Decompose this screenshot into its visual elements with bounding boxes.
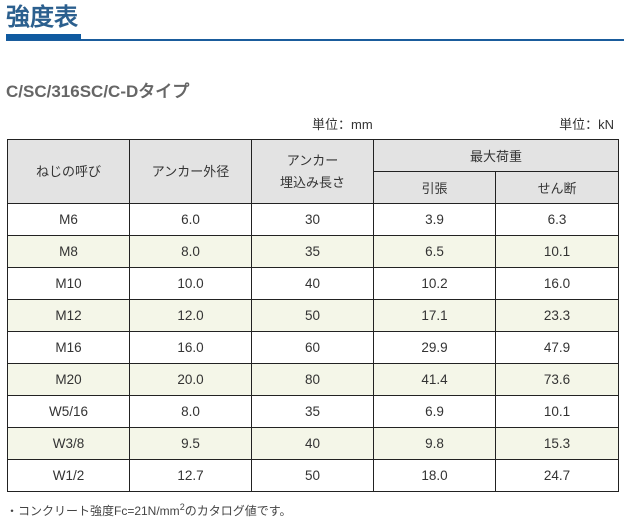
cell-screw: W5/16 <box>7 395 130 428</box>
unit-label-kn: 単位：kN <box>559 117 614 132</box>
table-row: M8 8.0 35 6.5 10.1 <box>7 235 620 268</box>
cell-shear: 10.1 <box>494 395 620 428</box>
footnote: ・コンクリート強度Fc=21N/mm2のカタログ値です。 <box>6 498 292 520</box>
cell-tension: 17.1 <box>373 299 496 332</box>
cell-embed: 50 <box>251 299 374 332</box>
cell-tension: 6.9 <box>373 395 496 428</box>
header-shear: せん断 <box>494 171 620 204</box>
cell-shear: 6.3 <box>494 203 620 236</box>
cell-shear: 24.7 <box>494 459 620 492</box>
cell-embed: 80 <box>251 363 374 396</box>
cell-screw: M16 <box>7 331 130 364</box>
cell-embed: 35 <box>251 395 374 428</box>
cell-screw: W3/8 <box>7 427 130 460</box>
header-tension: 引張 <box>373 171 496 204</box>
cell-diameter: 9.5 <box>129 427 252 460</box>
cell-tension: 18.0 <box>373 459 496 492</box>
cell-tension: 29.9 <box>373 331 496 364</box>
table-row: M20 20.0 80 41.4 73.6 <box>7 363 620 396</box>
cell-tension: 10.2 <box>373 267 496 300</box>
cell-screw: M8 <box>7 235 130 268</box>
cell-shear: 10.1 <box>494 235 620 268</box>
cell-screw: W1/2 <box>7 459 130 492</box>
title-underline <box>6 39 624 41</box>
title-underline-accent <box>6 34 81 40</box>
cell-embed: 35 <box>251 235 374 268</box>
header-screw: ねじの呼び <box>7 139 130 204</box>
header-anchor-diameter: アンカー外径 <box>129 139 252 204</box>
cell-shear: 23.3 <box>494 299 620 332</box>
table-row: M16 16.0 60 29.9 47.9 <box>7 331 620 364</box>
cell-tension: 6.5 <box>373 235 496 268</box>
header-embed-line2: 埋込み長さ <box>279 174 345 190</box>
cell-tension: 41.4 <box>373 363 496 396</box>
cell-embed: 50 <box>251 459 374 492</box>
footnote-suffix: のカタログ値です。 <box>184 504 292 518</box>
footnote-superscript: 2 <box>179 502 185 512</box>
table-row: M12 12.0 50 17.1 23.3 <box>7 299 620 332</box>
header-embed-depth: アンカー 埋込み長さ <box>251 139 374 204</box>
cell-diameter: 6.0 <box>129 203 252 236</box>
header-max-load: 最大荷重 <box>372 139 620 172</box>
cell-diameter: 8.0 <box>129 235 252 268</box>
table-row: W3/8 9.5 40 9.8 15.3 <box>7 427 620 460</box>
cell-embed: 60 <box>251 331 374 364</box>
cell-tension: 3.9 <box>373 203 496 236</box>
unit-label-mm: 単位：mm <box>312 117 373 132</box>
cell-shear: 16.0 <box>494 267 620 300</box>
cell-embed: 30 <box>251 203 374 236</box>
cell-shear: 73.6 <box>494 363 620 396</box>
cell-screw: M20 <box>7 363 130 396</box>
cell-diameter: 16.0 <box>129 331 252 364</box>
section-title: C/SC/316SC/C-Dタイプ <box>6 82 190 101</box>
cell-screw: M12 <box>7 299 130 332</box>
cell-screw: M10 <box>7 267 130 300</box>
footnote-prefix: ・コンクリート強度Fc=21N/mm <box>6 504 180 518</box>
table-row: W5/16 8.0 35 6.9 10.1 <box>7 395 620 428</box>
strength-table: ねじの呼び アンカー外径 アンカー 埋込み長さ 最大荷重 引張 せん断 M6 6… <box>7 139 620 492</box>
cell-shear: 15.3 <box>494 427 620 460</box>
table-row: M10 10.0 40 10.2 16.0 <box>7 267 620 300</box>
cell-diameter: 10.0 <box>129 267 252 300</box>
cell-shear: 47.9 <box>494 331 620 364</box>
cell-embed: 40 <box>251 427 374 460</box>
page-title: 強度表 <box>6 3 78 31</box>
table-row: W1/2 12.7 50 18.0 24.7 <box>7 459 620 492</box>
cell-screw: M6 <box>7 203 130 236</box>
cell-tension: 9.8 <box>373 427 496 460</box>
cell-diameter: 8.0 <box>129 395 252 428</box>
cell-diameter: 20.0 <box>129 363 252 396</box>
cell-diameter: 12.7 <box>129 459 252 492</box>
header-embed-line1: アンカー <box>286 152 339 168</box>
cell-diameter: 12.0 <box>129 299 252 332</box>
cell-embed: 40 <box>251 267 374 300</box>
table-row: M6 6.0 30 3.9 6.3 <box>7 203 620 236</box>
